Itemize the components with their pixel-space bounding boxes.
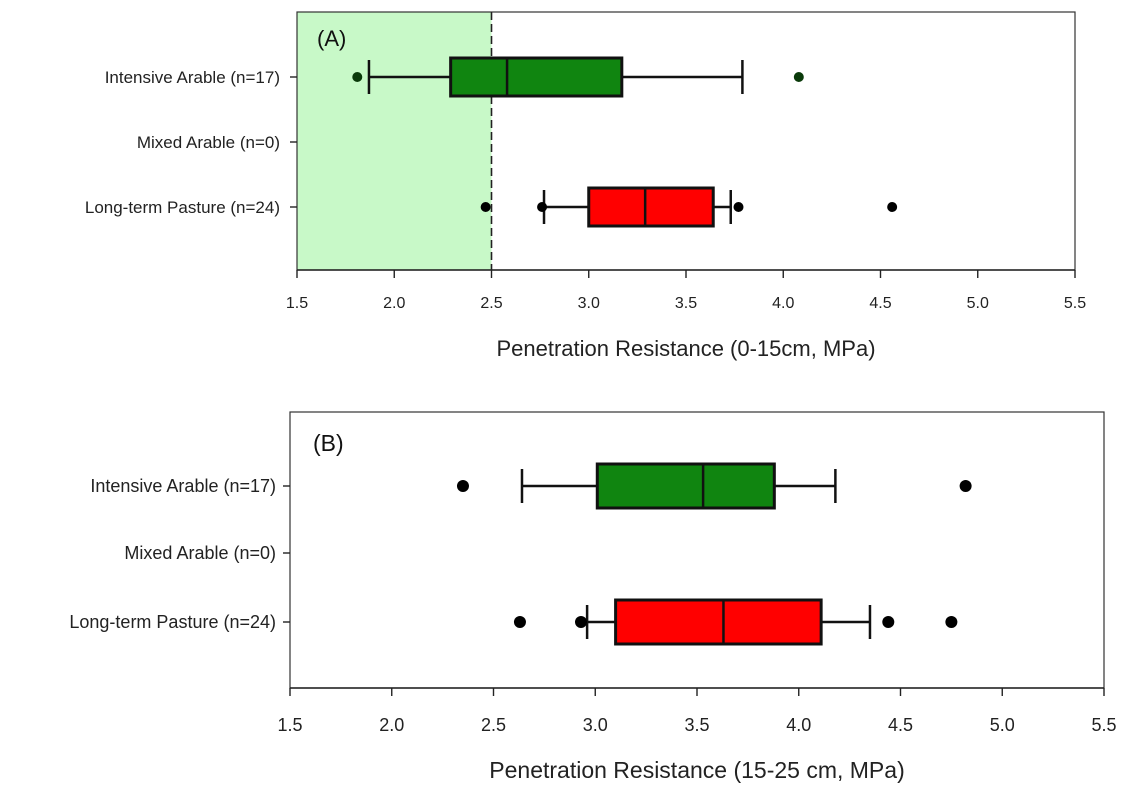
- category-label: Intensive Arable (n=17): [90, 476, 276, 496]
- outlier-point: [733, 202, 744, 212]
- category-label: Long-term Pasture (n=24): [85, 198, 280, 217]
- x-tick-label: 5.0: [967, 295, 989, 312]
- x-tick-label: 4.5: [888, 715, 913, 735]
- x-axis-title: Penetration Resistance (15-25 cm, MPa): [489, 757, 904, 783]
- box-long-term-pasture: [513, 598, 958, 646]
- x-tick-label: 1.5: [286, 295, 308, 312]
- outlier-point: [456, 480, 469, 492]
- iqr-box: [595, 462, 776, 510]
- x-tick-label: 5.5: [1064, 295, 1086, 312]
- outlier-point: [793, 72, 804, 82]
- category-label: Mixed Arable (n=0): [137, 133, 280, 152]
- x-tick-label: 3.5: [684, 715, 709, 735]
- x-axis-title: Penetration Resistance (0-15cm, MPa): [496, 336, 875, 361]
- iqr-box: [614, 598, 823, 646]
- x-tick-label: 4.0: [786, 715, 811, 735]
- iqr-box: [449, 56, 624, 98]
- x-tick-label: 2.5: [481, 715, 506, 735]
- box-intensive-arable: [352, 56, 804, 98]
- outlier-point: [882, 616, 895, 628]
- category-label: Long-term Pasture (n=24): [69, 612, 276, 632]
- outlier-point: [513, 616, 526, 628]
- plot-frame: [289, 411, 1105, 689]
- x-tick-label: 4.5: [869, 295, 891, 312]
- box-long-term-pasture: [480, 186, 898, 228]
- threshold-shaded-region: [297, 12, 492, 270]
- x-tick-label: 3.0: [578, 295, 600, 312]
- panel-a: 1.5 2.0 2.5 3.0 3.5 4.0 4.5 5.0 5.5 Intensive Ara…: [85, 11, 1086, 361]
- panel-label: (A): [317, 26, 346, 51]
- panel-b: 1.5 2.0 2.5 3.0 3.5 4.0 4.5 5.0 5.5 Intensive Ara…: [69, 411, 1117, 783]
- x-tick-label: 3.0: [583, 715, 608, 735]
- x-tick-label: 2.0: [383, 295, 405, 312]
- outlier-point: [480, 202, 491, 212]
- x-tick-label: 3.5: [675, 295, 697, 312]
- category-label: Intensive Arable (n=17): [105, 68, 280, 87]
- outlier-point: [887, 202, 898, 212]
- x-tick-label: 5.0: [990, 715, 1015, 735]
- outlier-point: [575, 616, 588, 628]
- x-tick-label: 1.5: [277, 715, 302, 735]
- outlier-point: [945, 616, 958, 628]
- category-label: Mixed Arable (n=0): [124, 543, 276, 563]
- box-intensive-arable: [456, 462, 972, 510]
- outlier-point: [959, 480, 972, 492]
- x-tick-label: 5.5: [1091, 715, 1116, 735]
- x-tick-label: 2.5: [480, 295, 502, 312]
- x-tick-label: 4.0: [772, 295, 794, 312]
- iqr-box: [587, 186, 715, 228]
- x-tick-label: 2.0: [379, 715, 404, 735]
- outlier-point: [537, 202, 548, 212]
- outlier-point: [352, 72, 363, 82]
- panel-label: (B): [313, 430, 344, 456]
